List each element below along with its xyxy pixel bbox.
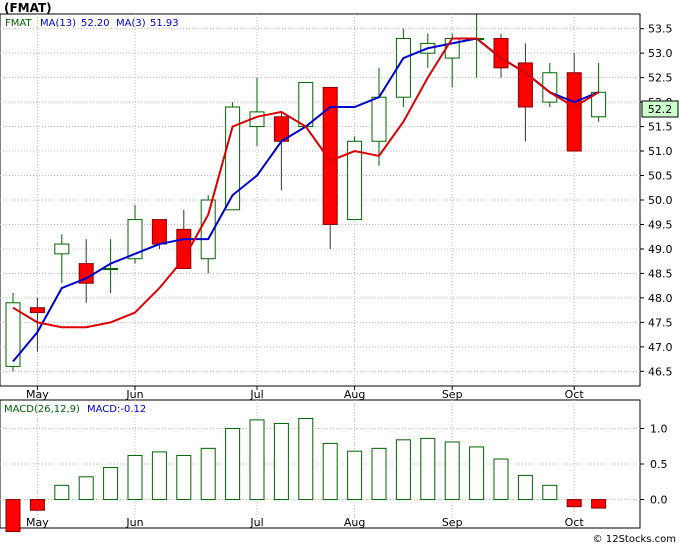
macd-xtick-label: May [26, 516, 49, 529]
price-ytick-label: 47.0 [648, 341, 673, 354]
legend-symbol: FMAT [5, 18, 32, 29]
price-ytick-label: 46.5 [648, 365, 673, 378]
macd-bar [517, 474, 533, 501]
last-price-badge: 52.2 [641, 100, 679, 118]
price-xtick-label: Oct [565, 388, 585, 401]
candle-body [371, 96, 387, 142]
candle-body [103, 268, 119, 271]
macd-bar [395, 439, 411, 501]
price-ytick-label: 49.0 [648, 243, 673, 256]
macd-xtick-label: Aug [344, 516, 365, 529]
price-ytick-label: 53.5 [648, 23, 673, 36]
macd-bar [273, 422, 289, 501]
macd-legend: MACD(26,12,9) MACD:-0.12 [4, 404, 146, 415]
candle-body [29, 307, 45, 314]
macd-ytick-label: 0.5 [650, 458, 668, 471]
price-ytick-label: 47.5 [648, 316, 673, 329]
candle-body [127, 219, 143, 260]
macd-bar [347, 450, 363, 501]
price-ytick-label: 48.0 [648, 292, 673, 305]
macd-xtick-label: Jun [125, 516, 143, 529]
macd-bar [103, 467, 119, 501]
price-ytick-label: 51.0 [648, 145, 673, 158]
candle-body [517, 62, 533, 108]
legend-ma13-label: MA(13) [40, 18, 76, 29]
symbol-label: (FMAT) [4, 1, 52, 15]
macd-xtick-label: Sep [442, 516, 463, 529]
footer-credit: © 12Stocks.com [593, 534, 676, 545]
candle-body [225, 106, 241, 211]
legend-ma3-value: 51.93 [150, 18, 179, 29]
price-xtick-label: Sep [442, 388, 463, 401]
macd-bar [176, 454, 192, 501]
macd-bar [151, 451, 167, 501]
price-xtick-label: Aug [344, 388, 365, 401]
macd-bar [371, 447, 387, 501]
macd-bar [78, 476, 94, 501]
candle-body [322, 86, 338, 225]
price-xtick-label: Jun [125, 388, 143, 401]
macd-bar [225, 427, 241, 501]
candle-body [54, 243, 70, 255]
macd-bar [542, 484, 558, 501]
last-price-box [641, 100, 679, 118]
macd-y-axis: 0.0 0.5 1.0 [640, 422, 668, 507]
candle-body [566, 72, 582, 152]
price-ytick-label: 51.5 [648, 121, 673, 134]
moving-average-lines [12, 37, 600, 363]
macd-legend-value: MACD:-0.12 [87, 404, 146, 415]
macd-ytick-label: 0.0 [650, 494, 668, 507]
macd-bar [249, 419, 265, 501]
price-ytick-label: 50.0 [648, 194, 673, 207]
macd-bar [591, 499, 607, 509]
macd-ytick-label: 1.0 [650, 422, 668, 435]
macd-bar [566, 499, 582, 508]
last-price-value: 52.2 [648, 103, 673, 116]
macd-bar [420, 437, 436, 501]
macd-bar [493, 458, 509, 501]
price-x-axis: May Jun Jul Aug Sep Oct [26, 386, 584, 401]
price-ytick-label: 49.5 [648, 218, 673, 231]
candle-body [151, 219, 167, 245]
price-legend: FMAT MA(13) 52.20 MA(3) 51.93 [5, 18, 179, 29]
candle-body [395, 37, 411, 98]
macd-bar [298, 417, 314, 501]
candle-body [298, 82, 314, 128]
macd-bar [29, 499, 45, 511]
price-xtick-label: May [26, 388, 49, 401]
ma3-line [12, 37, 600, 329]
macd-histogram [5, 417, 607, 533]
legend-ma13-value: 52.20 [81, 18, 110, 29]
price-ytick-label: 48.5 [648, 267, 673, 280]
candle-body [347, 140, 363, 221]
macd-bar [444, 441, 460, 501]
price-ytick-label: 53.0 [648, 47, 673, 60]
macd-bar [200, 447, 216, 501]
macd-bar [322, 442, 338, 501]
legend-ma3-label: MA(3) [116, 18, 146, 29]
candle-body [5, 302, 21, 367]
candlesticks [5, 14, 607, 372]
macd-x-axis: May Jun Jul Aug Sep Oct [26, 516, 584, 529]
price-ytick-label: 50.5 [648, 170, 673, 183]
macd-xtick-label: Oct [565, 516, 585, 529]
macd-bar [5, 499, 21, 533]
macd-xtick-label: Jul [249, 516, 263, 529]
price-xtick-label: Jul [249, 388, 263, 401]
macd-bar [469, 446, 485, 501]
macd-panel [0, 399, 641, 529]
macd-legend-label: MACD(26,12,9) [4, 404, 80, 415]
macd-bar [127, 454, 143, 501]
price-y-axis: 46.5 47.0 47.5 48.0 48.5 49.0 49.5 50.0 50.5 51.0… [640, 23, 673, 378]
macd-bar [54, 484, 70, 501]
price-ytick-label: 52.5 [648, 72, 673, 85]
